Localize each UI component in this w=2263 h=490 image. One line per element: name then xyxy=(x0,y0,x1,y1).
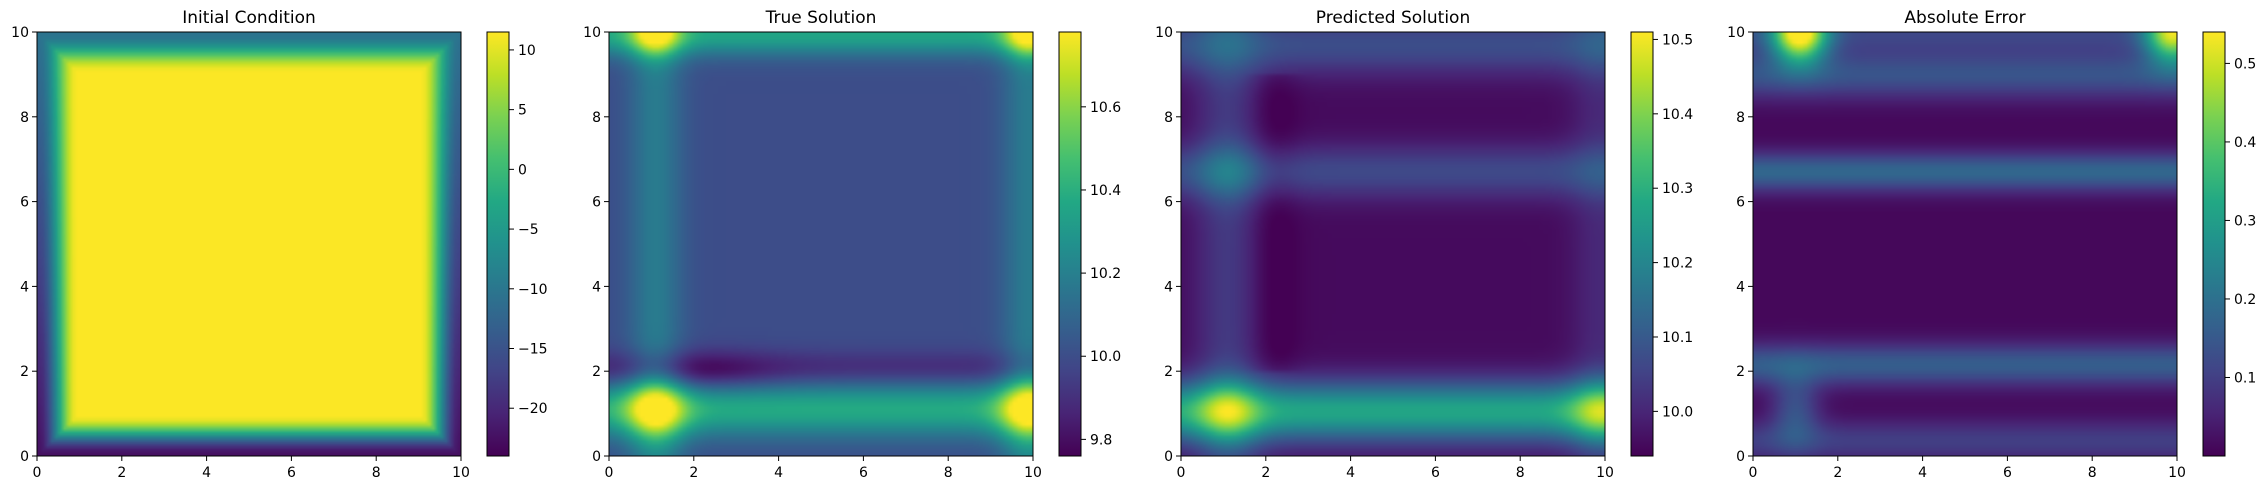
y-tick-label: 0 xyxy=(592,449,601,465)
x-tick-label: 2 xyxy=(117,465,126,481)
colorbar-tick-label: 9.8 xyxy=(1090,432,1112,448)
x-tick-label: 0 xyxy=(1749,465,1758,481)
y-tick-label: 2 xyxy=(592,364,601,380)
colorbar-tick-label: 0.2 xyxy=(2234,292,2256,308)
colorbar-tick-label: 10.3 xyxy=(1662,181,1693,197)
colorbar-tick-label: 0 xyxy=(518,162,527,178)
x-tick-label: 10 xyxy=(1596,465,1614,481)
x-tick-label: 8 xyxy=(944,465,953,481)
x-tick-label: 2 xyxy=(1833,465,1842,481)
colorbar-tick-label: 10.1 xyxy=(1662,330,1693,346)
colorbar-tick-label: 0.4 xyxy=(2234,135,2256,151)
y-tick-label: 4 xyxy=(20,279,29,295)
heatmap-image xyxy=(1753,32,2177,456)
panel-title: Absolute Error xyxy=(1904,8,2025,28)
colorbar-tick-label: 5 xyxy=(518,103,527,119)
y-tick-label: 10 xyxy=(11,25,29,41)
colorbar-tick-label: 10.2 xyxy=(1662,256,1693,272)
x-tick-label: 4 xyxy=(1918,465,1927,481)
y-tick-label: 6 xyxy=(1736,195,1745,211)
colorbar-tick-label: −5 xyxy=(518,222,539,238)
colorbar-tick-label: 0.5 xyxy=(2234,56,2256,72)
heatmap-image xyxy=(37,32,461,456)
colorbar-tick-label: 10 xyxy=(518,43,536,59)
y-tick-label: 8 xyxy=(20,110,29,126)
colorbar-tick-label: 0.1 xyxy=(2234,370,2256,386)
plot-frame xyxy=(1180,31,1606,457)
x-tick-label: 6 xyxy=(2003,465,2012,481)
y-tick-label: 4 xyxy=(1164,279,1173,295)
x-tick-label: 4 xyxy=(774,465,783,481)
x-tick-label: 6 xyxy=(859,465,868,481)
y-tick-label: 0 xyxy=(1164,449,1173,465)
plot-frame xyxy=(1752,31,2178,457)
x-tick-label: 0 xyxy=(1177,465,1186,481)
x-tick-label: 6 xyxy=(287,465,296,481)
y-tick-label: 4 xyxy=(1736,279,1745,295)
x-tick-label: 8 xyxy=(2088,465,2097,481)
colorbar-tick-label: 10.5 xyxy=(1662,32,1693,48)
colorbar xyxy=(2202,31,2226,457)
y-tick-label: 2 xyxy=(20,364,29,380)
colorbar xyxy=(1058,31,1082,457)
colorbar-tick-label: −15 xyxy=(518,342,548,358)
colorbar-tick-label: 10.2 xyxy=(1090,266,1121,282)
panel-title: True Solution xyxy=(765,8,877,28)
colorbar-tick-label: 10.4 xyxy=(1090,183,1121,199)
y-tick-label: 2 xyxy=(1736,364,1745,380)
x-tick-label: 2 xyxy=(689,465,698,481)
colorbar xyxy=(486,31,510,457)
panel-4: Absolute Error 0 2 4 6 8 10 0 2 4 6 8 10 0.5 0.4 0.3 0.2… xyxy=(1727,8,2256,481)
y-tick-label: 10 xyxy=(583,25,601,41)
x-tick-label: 0 xyxy=(605,465,614,481)
x-tick-label: 8 xyxy=(372,465,381,481)
colorbar-tick-label: 0.3 xyxy=(2234,213,2256,229)
x-tick-label: 4 xyxy=(202,465,211,481)
plot-frame xyxy=(608,31,1034,457)
colorbar-tick-label: 10.4 xyxy=(1662,107,1693,123)
heatmap-image xyxy=(609,32,1033,456)
x-tick-label: 0 xyxy=(33,465,42,481)
y-tick-label: 0 xyxy=(20,449,29,465)
colorbar-tick-label: 10.0 xyxy=(1662,404,1693,420)
colorbar-tick-label: −10 xyxy=(518,282,548,298)
panel-1: Initial Condition 0 2 4 6 8 10 0 2 4 6 8 10 10 5 0 −5 −10… xyxy=(11,8,547,481)
colorbar-tick-label: 10.6 xyxy=(1090,100,1121,116)
y-tick-label: 10 xyxy=(1727,25,1745,41)
heatmap-image xyxy=(1181,32,1605,456)
colorbar-tick-label: 10.0 xyxy=(1090,349,1121,365)
x-tick-label: 8 xyxy=(1516,465,1525,481)
y-tick-label: 10 xyxy=(1155,25,1173,41)
x-tick-label: 10 xyxy=(452,465,470,481)
y-tick-label: 6 xyxy=(1164,195,1173,211)
panel-title: Predicted Solution xyxy=(1316,8,1470,28)
y-tick-label: 6 xyxy=(20,195,29,211)
y-tick-label: 6 xyxy=(592,195,601,211)
x-tick-label: 6 xyxy=(1431,465,1440,481)
x-tick-label: 10 xyxy=(1024,465,1042,481)
plot-frame xyxy=(36,31,462,457)
x-tick-label: 4 xyxy=(1346,465,1355,481)
panel-title: Initial Condition xyxy=(182,8,316,28)
colorbar xyxy=(1630,31,1654,457)
panel-3: Predicted Solution 0 2 4 6 8 10 0 2 4 6 8 10 10.5 10.4… xyxy=(1155,8,1693,481)
panel-2: True Solution 0 2 4 6 8 10 0 2 4 6 8 10 10.6 10.4 10.2 1… xyxy=(583,8,1121,481)
y-tick-label: 2 xyxy=(1164,364,1173,380)
y-tick-label: 0 xyxy=(1736,449,1745,465)
y-tick-label: 4 xyxy=(592,279,601,295)
y-tick-label: 8 xyxy=(1164,110,1173,126)
y-tick-label: 8 xyxy=(1736,110,1745,126)
x-tick-label: 2 xyxy=(1261,465,1270,481)
x-tick-label: 10 xyxy=(2168,465,2186,481)
y-tick-label: 8 xyxy=(592,110,601,126)
colorbar-tick-label: −20 xyxy=(518,401,548,417)
